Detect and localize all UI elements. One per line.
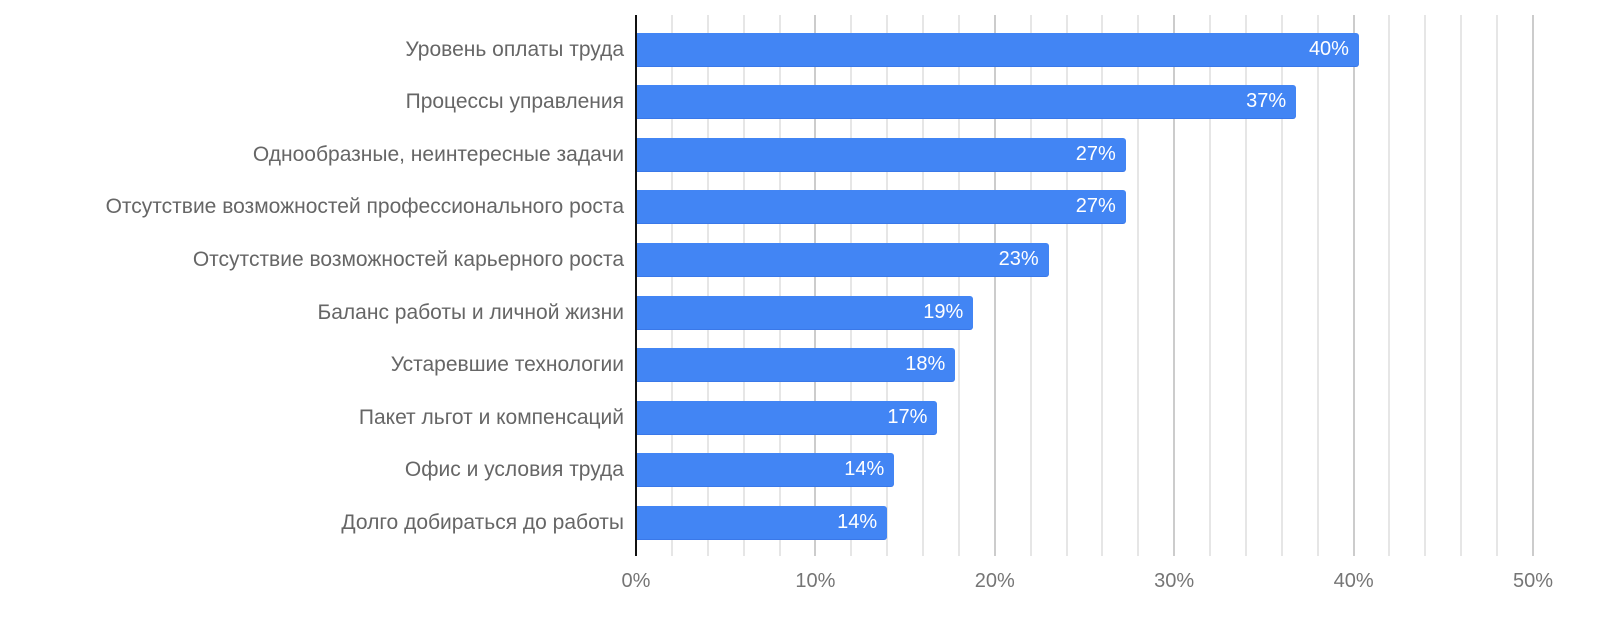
bar-value-label: 27% — [1075, 142, 1116, 165]
plot-area: 40% 37% 27% 27% 23% 19% 18% 17% 14% 14% — [635, 15, 1534, 556]
major-gridline — [993, 15, 996, 556]
bar: 18% — [636, 348, 956, 382]
x-tick-label: 20% — [974, 570, 1015, 592]
bar: 23% — [636, 242, 1049, 276]
major-gridline — [814, 15, 817, 556]
minor-gridline — [1460, 15, 1463, 556]
category-label: Отсутствие возможностей карьерного роста — [192, 247, 624, 271]
minor-gridline — [1065, 15, 1068, 556]
y-axis-line — [635, 15, 637, 556]
bar: 37% — [636, 85, 1297, 119]
major-gridline — [1532, 15, 1534, 556]
bar: 27% — [636, 190, 1126, 224]
x-tick-label: 0% — [621, 570, 651, 592]
bar-value-label: 23% — [998, 247, 1039, 270]
minor-gridline — [922, 15, 925, 556]
minor-gridline — [1388, 15, 1391, 556]
bar-value-label: 37% — [1246, 90, 1287, 113]
x-tick-label: 10% — [795, 570, 836, 592]
minor-gridline — [1316, 15, 1319, 556]
minor-gridline — [1244, 15, 1247, 556]
category-label: Устаревшие технологии — [390, 353, 624, 377]
minor-gridline — [742, 15, 745, 556]
minor-gridline — [850, 15, 853, 556]
x-tick-label: 50% — [1512, 570, 1554, 592]
bar-value-label: 17% — [887, 405, 928, 428]
bar-value-label: 14% — [844, 458, 885, 481]
x-tick-label: 40% — [1333, 570, 1374, 592]
bar-value-label: 40% — [1308, 37, 1349, 60]
category-label: Однообразные, неинтересные задачи — [252, 142, 624, 166]
minor-gridline — [778, 15, 781, 556]
bar-value-label: 27% — [1075, 195, 1116, 218]
minor-gridline — [1496, 15, 1499, 556]
category-label: Офис и условия труда — [404, 458, 624, 482]
major-gridline — [1173, 15, 1176, 556]
category-label: Пакет льгот и компенсаций — [358, 405, 624, 429]
minor-gridline — [1424, 15, 1427, 556]
bar: 14% — [636, 505, 888, 539]
minor-gridline — [886, 15, 889, 556]
category-label: Отсутствие возможностей профессиональног… — [105, 195, 624, 219]
minor-gridline — [670, 15, 673, 556]
category-label: Процессы управления — [405, 90, 624, 114]
minor-gridline — [706, 15, 709, 556]
bar: 19% — [636, 295, 974, 329]
category-label: Уровень оплаты труда — [405, 37, 624, 61]
bar: 14% — [636, 453, 895, 487]
minor-gridline — [1029, 15, 1032, 556]
bar-value-label: 14% — [837, 510, 878, 533]
category-label: Баланс работы и личной жизни — [317, 300, 624, 324]
minor-gridline — [1209, 15, 1212, 556]
bar: 17% — [636, 400, 938, 434]
major-gridline — [1352, 15, 1355, 556]
minor-gridline — [957, 15, 960, 556]
bar-value-label: 18% — [905, 353, 946, 376]
bar: 27% — [636, 137, 1126, 171]
bar: 40% — [636, 32, 1359, 66]
x-tick-label: 30% — [1154, 570, 1195, 592]
bar-value-label: 19% — [923, 300, 964, 323]
minor-gridline — [1137, 15, 1140, 556]
category-label: Долго добираться до работы — [341, 510, 624, 534]
minor-gridline — [1101, 15, 1104, 556]
minor-gridline — [1280, 15, 1283, 556]
